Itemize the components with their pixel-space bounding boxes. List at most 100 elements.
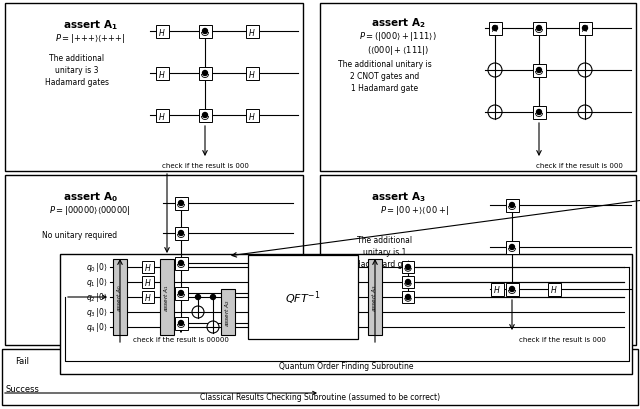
- Bar: [175, 287, 188, 300]
- Bar: [142, 276, 154, 288]
- Text: Quantum Order Finding Subroutine: Quantum Order Finding Subroutine: [279, 361, 413, 370]
- Text: assert $A_3$: assert $A_3$: [371, 283, 380, 311]
- Circle shape: [179, 201, 184, 206]
- Text: $QFT^{-1}$: $QFT^{-1}$: [285, 288, 321, 306]
- Text: The additional
unitary is 1
Hadamard gate: The additional unitary is 1 Hadamard gat…: [355, 236, 415, 268]
- Bar: [402, 261, 414, 273]
- Text: $q_4\,|0\rangle$: $q_4\,|0\rangle$: [86, 321, 107, 334]
- Text: check if the result is 000: check if the result is 000: [161, 163, 248, 169]
- Circle shape: [202, 71, 207, 76]
- Text: $H$: $H$: [493, 284, 500, 295]
- Text: The additional
unitary is 3
Hadamard gates: The additional unitary is 3 Hadamard gat…: [45, 54, 109, 86]
- Text: assert $A_1$: assert $A_1$: [163, 283, 172, 311]
- Bar: [320, 175, 636, 345]
- Bar: [402, 291, 414, 303]
- Bar: [199, 68, 212, 81]
- Bar: [533, 107, 546, 120]
- Text: $H$: $H$: [158, 110, 166, 121]
- Bar: [221, 289, 235, 335]
- Bar: [199, 110, 212, 123]
- Text: $H$: $H$: [144, 292, 152, 303]
- Bar: [175, 257, 188, 270]
- Bar: [533, 23, 546, 36]
- Circle shape: [536, 27, 541, 31]
- Bar: [506, 241, 519, 254]
- Circle shape: [493, 27, 497, 31]
- Circle shape: [211, 295, 216, 300]
- Bar: [175, 227, 188, 240]
- Text: check if the result is 00000: check if the result is 00000: [133, 336, 229, 342]
- Bar: [199, 26, 212, 39]
- Text: assert $\mathbf{A_0}$: assert $\mathbf{A_0}$: [63, 189, 118, 203]
- Bar: [2, 349, 638, 405]
- Bar: [160, 259, 174, 335]
- Bar: [156, 110, 169, 123]
- Circle shape: [406, 295, 410, 300]
- Text: $H$: $H$: [581, 23, 589, 34]
- Text: $H$: $H$: [248, 110, 256, 121]
- Bar: [506, 283, 519, 296]
- Circle shape: [179, 321, 184, 326]
- Bar: [491, 283, 504, 296]
- Bar: [579, 23, 592, 36]
- Circle shape: [509, 287, 515, 292]
- Circle shape: [509, 203, 515, 208]
- Text: Classical Results Checking Subroutine (assumed to be correct): Classical Results Checking Subroutine (a…: [200, 392, 440, 401]
- Text: $P = |0\,0\,{+}\rangle\langle0\,0\,{+}|$: $P = |0\,0\,{+}\rangle\langle0\,0\,{+}|$: [380, 204, 450, 216]
- Bar: [368, 259, 382, 335]
- Bar: [246, 68, 259, 81]
- Text: assert $A_2$: assert $A_2$: [223, 298, 232, 326]
- Circle shape: [207, 321, 219, 333]
- Circle shape: [406, 265, 410, 270]
- Text: assert $A_0$: assert $A_0$: [116, 283, 124, 311]
- Text: $(\langle000| + \langle111|)$: $(\langle000| + \langle111|)$: [367, 44, 429, 57]
- Text: $H$: $H$: [248, 68, 256, 79]
- Bar: [248, 255, 358, 339]
- Text: $H$: $H$: [144, 262, 152, 273]
- Bar: [5, 4, 303, 172]
- Circle shape: [509, 245, 515, 250]
- Circle shape: [582, 27, 588, 31]
- Text: $P = |00000\rangle\langle00000|$: $P = |00000\rangle\langle00000|$: [49, 204, 131, 216]
- Bar: [175, 317, 188, 330]
- Text: $P = |{+}{+}{+}\rangle\langle{+}{+}{+}|$: $P = |{+}{+}{+}\rangle\langle{+}{+}{+}|$: [55, 32, 125, 45]
- Bar: [402, 276, 414, 288]
- Text: check if the result is 000: check if the result is 000: [536, 163, 623, 169]
- Circle shape: [406, 280, 410, 285]
- Bar: [533, 65, 546, 78]
- Bar: [5, 175, 303, 345]
- Text: $P = (|000\rangle + |111\rangle)$: $P = (|000\rangle + |111\rangle)$: [359, 30, 436, 43]
- Circle shape: [179, 291, 184, 296]
- Text: No unitary required: No unitary required: [42, 230, 118, 239]
- Bar: [142, 261, 154, 273]
- Text: $q_0\,|0\rangle$: $q_0\,|0\rangle$: [86, 261, 107, 274]
- Circle shape: [192, 306, 204, 318]
- Text: The additional unitary is
2 CNOT gates and
1 Hadamard gate: The additional unitary is 2 CNOT gates a…: [338, 60, 432, 92]
- Circle shape: [179, 261, 184, 266]
- Bar: [156, 26, 169, 39]
- Circle shape: [202, 113, 207, 118]
- Circle shape: [578, 64, 592, 78]
- Bar: [113, 259, 127, 335]
- Text: $q_2\,|0\rangle$: $q_2\,|0\rangle$: [86, 291, 107, 304]
- Text: $H$: $H$: [158, 68, 166, 79]
- Text: assert $\mathbf{A_2}$: assert $\mathbf{A_2}$: [371, 16, 426, 30]
- Bar: [548, 283, 561, 296]
- Bar: [246, 110, 259, 123]
- Circle shape: [536, 110, 541, 115]
- Bar: [175, 198, 188, 211]
- Circle shape: [179, 231, 184, 236]
- Text: $H$: $H$: [492, 23, 499, 34]
- Circle shape: [488, 64, 502, 78]
- Text: Fail: Fail: [15, 357, 29, 366]
- Bar: [506, 200, 519, 213]
- Bar: [489, 23, 502, 36]
- Bar: [156, 68, 169, 81]
- Text: $H$: $H$: [144, 277, 152, 288]
- Bar: [60, 254, 632, 374]
- Circle shape: [195, 295, 200, 300]
- Text: assert $\mathbf{A_1}$: assert $\mathbf{A_1}$: [63, 18, 117, 32]
- Text: Success: Success: [5, 384, 39, 393]
- Text: $q_3\,|0\rangle$: $q_3\,|0\rangle$: [86, 306, 107, 319]
- Text: $H$: $H$: [550, 284, 558, 295]
